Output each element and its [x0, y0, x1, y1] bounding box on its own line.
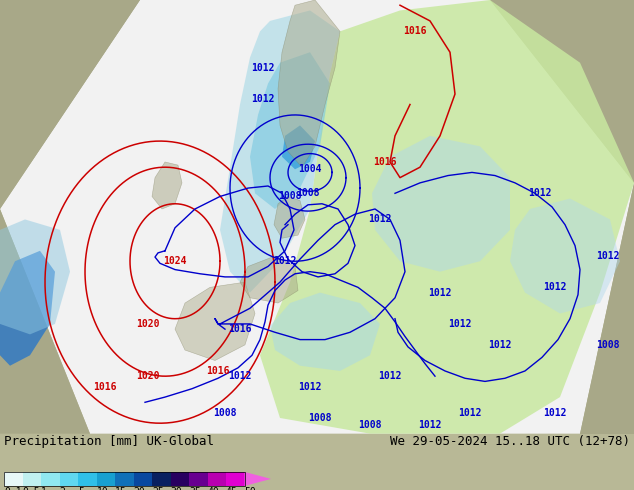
Text: 1012: 1012: [378, 371, 402, 381]
Text: 20: 20: [134, 487, 145, 490]
Text: 1020: 1020: [136, 371, 160, 381]
Polygon shape: [510, 198, 620, 314]
Text: 15: 15: [115, 487, 127, 490]
Text: 1008: 1008: [596, 340, 620, 350]
Text: 1012: 1012: [458, 408, 482, 418]
Polygon shape: [240, 256, 298, 303]
Text: 0.1: 0.1: [4, 487, 22, 490]
Bar: [134, 472, 152, 486]
Text: 1008: 1008: [213, 408, 236, 418]
Text: 1024: 1024: [163, 256, 187, 266]
Text: 1012: 1012: [596, 251, 620, 261]
Bar: [207, 472, 226, 486]
Text: 1012: 1012: [418, 420, 442, 430]
Text: 40: 40: [207, 487, 219, 490]
Text: 45: 45: [226, 487, 238, 490]
Text: 1016: 1016: [403, 26, 427, 36]
Polygon shape: [220, 10, 340, 293]
Text: 1008: 1008: [296, 188, 320, 198]
Polygon shape: [0, 0, 140, 209]
Text: 25: 25: [152, 487, 164, 490]
Text: 5: 5: [78, 487, 84, 490]
Polygon shape: [0, 220, 70, 334]
Bar: [152, 472, 171, 486]
Polygon shape: [270, 293, 380, 371]
Bar: [4, 472, 245, 486]
Text: We 29-05-2024 15..18 UTC (12+78): We 29-05-2024 15..18 UTC (12+78): [390, 435, 630, 448]
Text: 1012: 1012: [251, 94, 275, 104]
Text: 1012: 1012: [543, 408, 567, 418]
Text: 1012: 1012: [428, 288, 452, 297]
Text: 35: 35: [189, 487, 201, 490]
Bar: [96, 472, 115, 486]
Text: 0.5: 0.5: [22, 487, 40, 490]
Text: 1012: 1012: [528, 188, 552, 198]
Text: 50: 50: [245, 487, 256, 490]
Text: 1016: 1016: [206, 366, 230, 376]
Bar: [41, 472, 60, 486]
Text: 1016: 1016: [93, 382, 117, 392]
Text: 1016: 1016: [373, 157, 397, 167]
Text: 1008: 1008: [278, 192, 302, 201]
Polygon shape: [0, 0, 140, 188]
Polygon shape: [0, 0, 100, 84]
Bar: [115, 472, 134, 486]
Polygon shape: [245, 472, 271, 486]
Text: 2: 2: [60, 487, 65, 490]
Text: 1: 1: [41, 487, 47, 490]
Bar: [171, 472, 189, 486]
Polygon shape: [175, 282, 255, 361]
Polygon shape: [278, 0, 340, 167]
Text: 1020: 1020: [136, 319, 160, 329]
Polygon shape: [260, 0, 634, 434]
Text: 1012: 1012: [368, 215, 392, 224]
Bar: [4, 472, 22, 486]
Polygon shape: [490, 0, 634, 183]
Text: 1012: 1012: [488, 340, 512, 350]
Polygon shape: [0, 0, 634, 434]
Polygon shape: [152, 162, 182, 209]
Text: 1012: 1012: [543, 282, 567, 293]
Polygon shape: [282, 125, 315, 169]
Text: 1012: 1012: [228, 371, 252, 381]
Text: 1012: 1012: [273, 256, 297, 266]
Text: 1008: 1008: [308, 413, 332, 423]
Polygon shape: [250, 52, 330, 209]
Text: 1016: 1016: [228, 324, 252, 334]
Polygon shape: [372, 136, 510, 271]
Bar: [189, 472, 207, 486]
Polygon shape: [580, 0, 634, 434]
Bar: [60, 472, 78, 486]
Text: 1008: 1008: [358, 420, 382, 430]
Text: 1012: 1012: [251, 63, 275, 73]
Polygon shape: [0, 209, 90, 434]
Bar: [22, 472, 41, 486]
Bar: [226, 472, 245, 486]
Bar: [78, 472, 96, 486]
Text: 1004: 1004: [298, 164, 321, 174]
Polygon shape: [0, 251, 55, 366]
Polygon shape: [580, 183, 634, 434]
Text: 10: 10: [96, 487, 108, 490]
Polygon shape: [274, 196, 305, 238]
Text: Precipitation [mm] UK-Global: Precipitation [mm] UK-Global: [4, 435, 214, 448]
Text: 1012: 1012: [448, 319, 472, 329]
Text: 1012: 1012: [298, 382, 321, 392]
Text: 30: 30: [171, 487, 182, 490]
